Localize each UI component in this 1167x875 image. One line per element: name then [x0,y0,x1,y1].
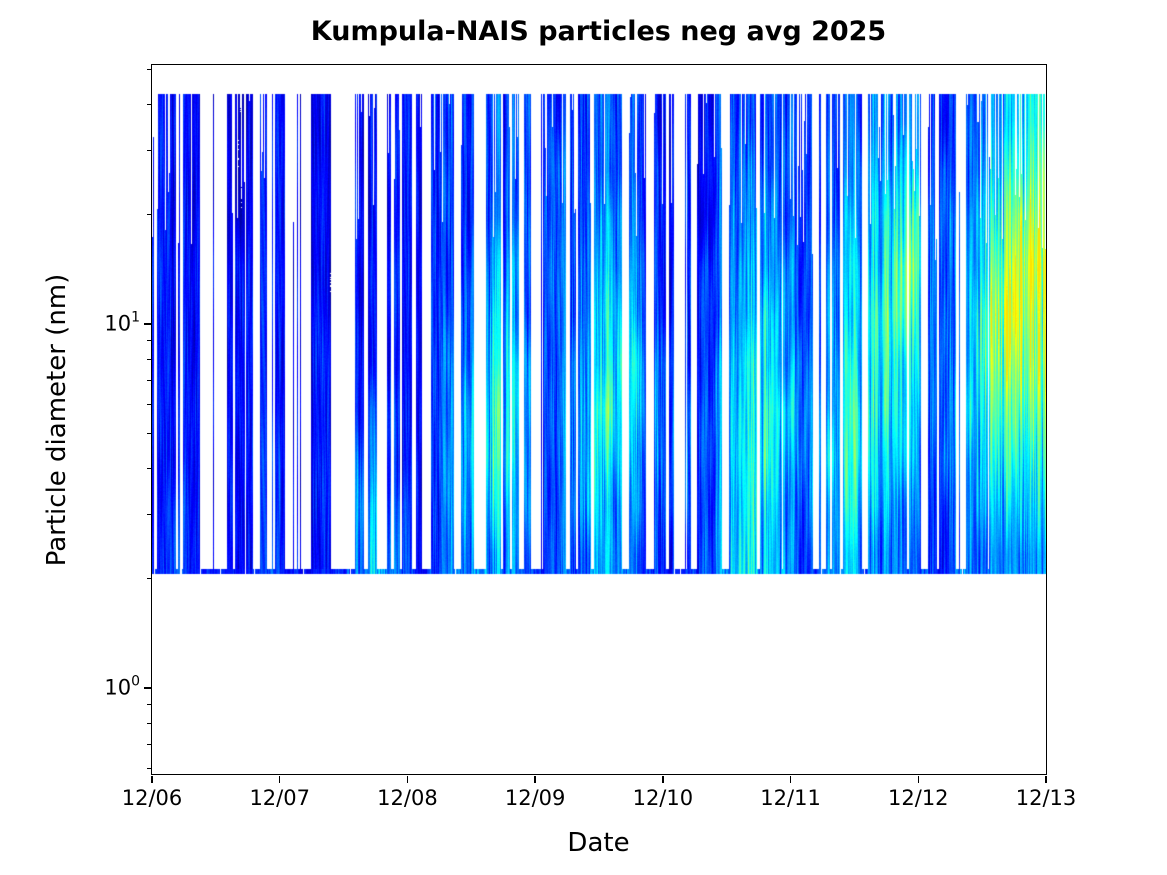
axis-tick [146,433,151,435]
axis-tick [278,776,281,783]
chart-title: Kumpula-NAIS particles neg avg 2025 [310,16,887,47]
axis-tick [146,768,151,770]
axis-tick [789,776,792,783]
axis-tick [406,776,409,783]
axis-tick [146,149,151,151]
heatmap-canvas [151,64,1046,774]
x-tick-label: 12/09 [504,786,566,810]
x-tick-label: 12/08 [377,786,438,810]
x-axis-label: Date [567,828,630,858]
axis-tick [146,213,151,215]
axis-tick [1045,776,1047,783]
x-tick-label: 12/07 [249,786,310,810]
axis-tick [534,776,536,783]
axis-tick [146,358,151,360]
y-tick-label: 101 [104,309,140,336]
axis-tick [146,722,151,724]
x-tick-label: 12/11 [760,786,821,810]
axis-tick [151,776,153,783]
axis-tick [146,69,151,71]
axis-tick [146,404,151,406]
x-tick-label: 12/13 [1015,786,1077,810]
axis-tick [146,340,151,342]
axis-tick [917,776,920,783]
axis-tick [662,776,664,783]
axis-tick [146,743,151,745]
axis-tick [146,104,151,106]
plot-area [150,63,1047,775]
x-tick-label: 12/10 [632,786,694,810]
y-tick-label: 100 [104,673,140,700]
x-tick-label: 12/06 [121,786,183,810]
axis-tick [146,577,151,579]
axis-tick [146,468,151,470]
axis-tick [146,513,151,515]
axis-tick [143,323,151,325]
y-axis-label: Particle diameter (nm) [42,273,72,567]
axis-tick [146,704,151,706]
axis-tick [143,687,151,689]
x-tick-label: 12/12 [888,786,949,810]
axis-tick [146,379,151,381]
